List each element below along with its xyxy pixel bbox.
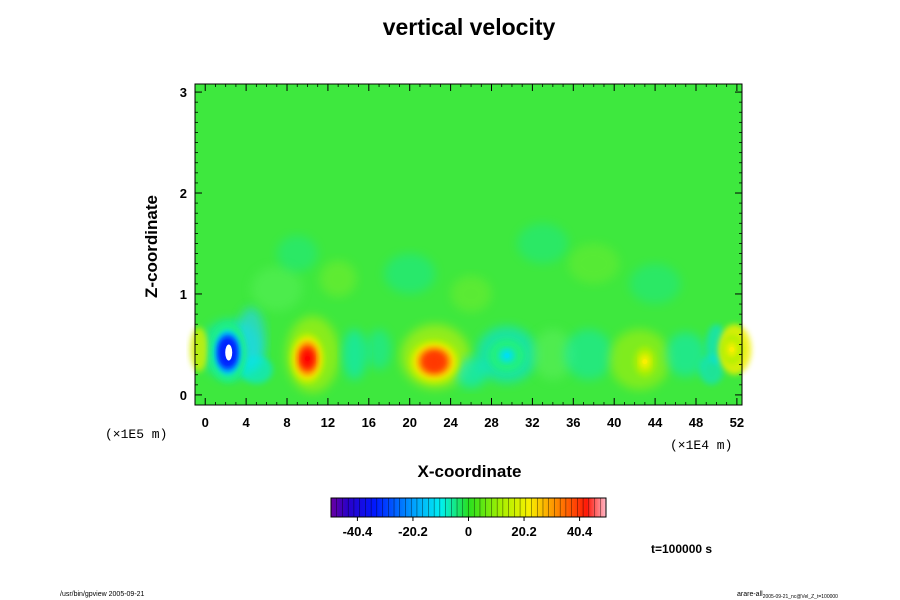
footer-right: arare-all2005-09-21_nc@Vel_Z_t=100000 xyxy=(737,591,838,600)
x-tick-label: 36 xyxy=(566,415,580,430)
footer-left: /usr/bin/gpview 2005-09-21 xyxy=(60,591,145,598)
chart-title: vertical velocity xyxy=(382,14,556,40)
field-perturbation xyxy=(517,223,569,264)
x-tick-label: 52 xyxy=(730,415,744,430)
field-perturbation xyxy=(239,355,273,384)
plot-area xyxy=(189,84,752,405)
field-cell-point xyxy=(504,353,510,359)
field-perturbation xyxy=(450,275,492,313)
field-perturbation xyxy=(629,263,681,305)
field-perturbation xyxy=(342,329,367,380)
x-tick-label: 24 xyxy=(443,415,458,430)
colorbar-tick-label: -20.2 xyxy=(398,524,428,539)
heatmap-field xyxy=(189,84,752,405)
x-tick-label: 40 xyxy=(607,415,621,430)
y-axis-label: Z-coordinate xyxy=(142,195,161,298)
field-cell-point xyxy=(642,359,648,365)
x-tick-label: 4 xyxy=(243,415,251,430)
field-perturbation xyxy=(568,243,620,284)
plot-frame xyxy=(194,83,743,406)
time-annotation: t=100000 s xyxy=(651,542,712,556)
field-cell-point xyxy=(304,356,310,362)
x-tick-label: 32 xyxy=(525,415,539,430)
field-perturbation xyxy=(366,329,392,370)
field-cell-point xyxy=(431,359,437,365)
field-perturbation xyxy=(665,332,707,377)
colorbar-tick-label: 40.4 xyxy=(567,524,593,539)
colorbar-tick-label: 0 xyxy=(465,524,472,539)
y-tick-label: 0 xyxy=(180,388,187,403)
x-tick-label: 20 xyxy=(402,415,416,430)
x-axis-label: X-coordinate xyxy=(418,462,522,481)
field-cell-point xyxy=(729,346,735,352)
colorbar-tick-label: 20.2 xyxy=(511,524,536,539)
field-perturbation xyxy=(319,260,357,297)
x-tick-label: 16 xyxy=(362,415,376,430)
x-tick-label: 28 xyxy=(484,415,498,430)
colorbar: -40.4 -20.2 0 20.2 40.4 xyxy=(330,497,607,539)
footer-right-sub: 2005-09-21_nc@Vel_Z_t=100000 xyxy=(763,594,838,600)
x-tick-label: 48 xyxy=(689,415,703,430)
field-perturbation xyxy=(251,266,303,312)
y-tick-label: 1 xyxy=(180,287,187,302)
footer-right-main: arare-all xyxy=(737,591,763,598)
field-out-of-range-spot xyxy=(225,344,233,361)
field-perturbation xyxy=(276,235,318,272)
colorbar-tick-label: -40.4 xyxy=(343,524,373,539)
field-perturbation xyxy=(189,327,209,372)
x-tick-label: 0 xyxy=(202,415,209,430)
x-tick-label: 8 xyxy=(283,415,290,430)
field-perturbation xyxy=(564,329,614,380)
y-tick-label: 2 xyxy=(180,186,187,201)
field-perturbation xyxy=(384,253,436,294)
field-perturbation xyxy=(532,329,574,380)
x-tick-label: 44 xyxy=(648,415,663,430)
x-unit-label: (×1E4 m) xyxy=(670,438,732,453)
y-unit-label: (×1E5 m) xyxy=(105,427,167,442)
y-tick-label: 3 xyxy=(180,85,187,100)
x-tick-label: 12 xyxy=(321,415,335,430)
